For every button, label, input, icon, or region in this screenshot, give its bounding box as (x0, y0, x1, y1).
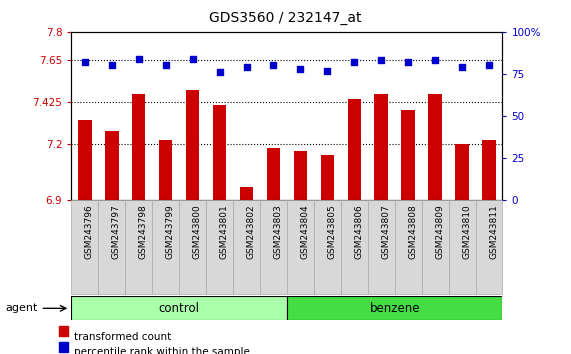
Point (269, 63, 278, 68)
Bar (395, 200, 421, 294)
Bar (341, 200, 368, 294)
Bar (428, 93, 442, 200)
Text: GSM243804: GSM243804 (300, 205, 309, 259)
Bar (320, 155, 334, 200)
Text: GSM243811: GSM243811 (489, 205, 498, 259)
Point (215, 69, 224, 75)
Bar (287, 200, 314, 294)
Point (134, 56, 143, 62)
Bar (59, 342, 69, 352)
Bar (368, 200, 395, 294)
Bar (267, 148, 280, 200)
Bar (98, 200, 125, 294)
Bar (293, 152, 307, 200)
Bar (314, 200, 341, 294)
Bar (71, 296, 287, 320)
Text: GSM243805: GSM243805 (327, 205, 336, 259)
Text: GSM243802: GSM243802 (247, 205, 255, 259)
Bar (482, 140, 496, 200)
Point (296, 66, 305, 72)
Point (484, 63, 493, 68)
Text: control: control (159, 302, 200, 315)
Text: GSM243797: GSM243797 (112, 205, 121, 259)
Text: agent: agent (6, 303, 38, 313)
Point (404, 59, 413, 65)
Bar (213, 105, 226, 200)
Bar (59, 326, 69, 336)
Bar (206, 200, 233, 294)
Text: transformed count: transformed count (74, 332, 171, 342)
Text: GSM243801: GSM243801 (220, 205, 228, 259)
Bar (401, 110, 415, 200)
Point (161, 63, 170, 68)
Bar (233, 200, 260, 294)
Bar (105, 131, 119, 200)
Point (377, 58, 386, 63)
Text: GSM243800: GSM243800 (192, 205, 202, 259)
Bar (240, 187, 254, 200)
Point (431, 58, 440, 63)
Bar (348, 99, 361, 200)
Point (349, 59, 359, 65)
Bar (260, 200, 287, 294)
Bar (132, 93, 146, 200)
Bar (152, 200, 179, 294)
Text: percentile rank within the sample: percentile rank within the sample (74, 347, 250, 354)
Point (457, 64, 467, 70)
Bar (159, 140, 172, 200)
Point (81, 59, 90, 65)
Text: GSM243799: GSM243799 (166, 205, 175, 259)
Bar (449, 200, 476, 294)
Bar (375, 93, 388, 200)
Text: GDS3560 / 232147_at: GDS3560 / 232147_at (209, 11, 362, 25)
Bar (186, 90, 199, 200)
Bar (476, 200, 502, 294)
Bar (125, 200, 152, 294)
Bar (455, 144, 469, 200)
Bar (287, 296, 502, 320)
Text: benzene: benzene (369, 302, 420, 315)
Bar (71, 200, 98, 294)
Text: GSM243808: GSM243808 (408, 205, 417, 259)
Text: GSM243809: GSM243809 (435, 205, 444, 259)
Text: GSM243807: GSM243807 (381, 205, 390, 259)
Bar (78, 120, 91, 200)
Text: GSM243810: GSM243810 (462, 205, 471, 259)
Point (242, 64, 251, 70)
Text: GSM243803: GSM243803 (274, 205, 283, 259)
Text: GSM243798: GSM243798 (139, 205, 148, 259)
Bar (421, 200, 449, 294)
Point (107, 63, 116, 68)
Point (323, 68, 332, 73)
Text: GSM243806: GSM243806 (354, 205, 363, 259)
Point (188, 56, 197, 62)
Text: GSM243796: GSM243796 (85, 205, 94, 259)
Bar (179, 200, 206, 294)
